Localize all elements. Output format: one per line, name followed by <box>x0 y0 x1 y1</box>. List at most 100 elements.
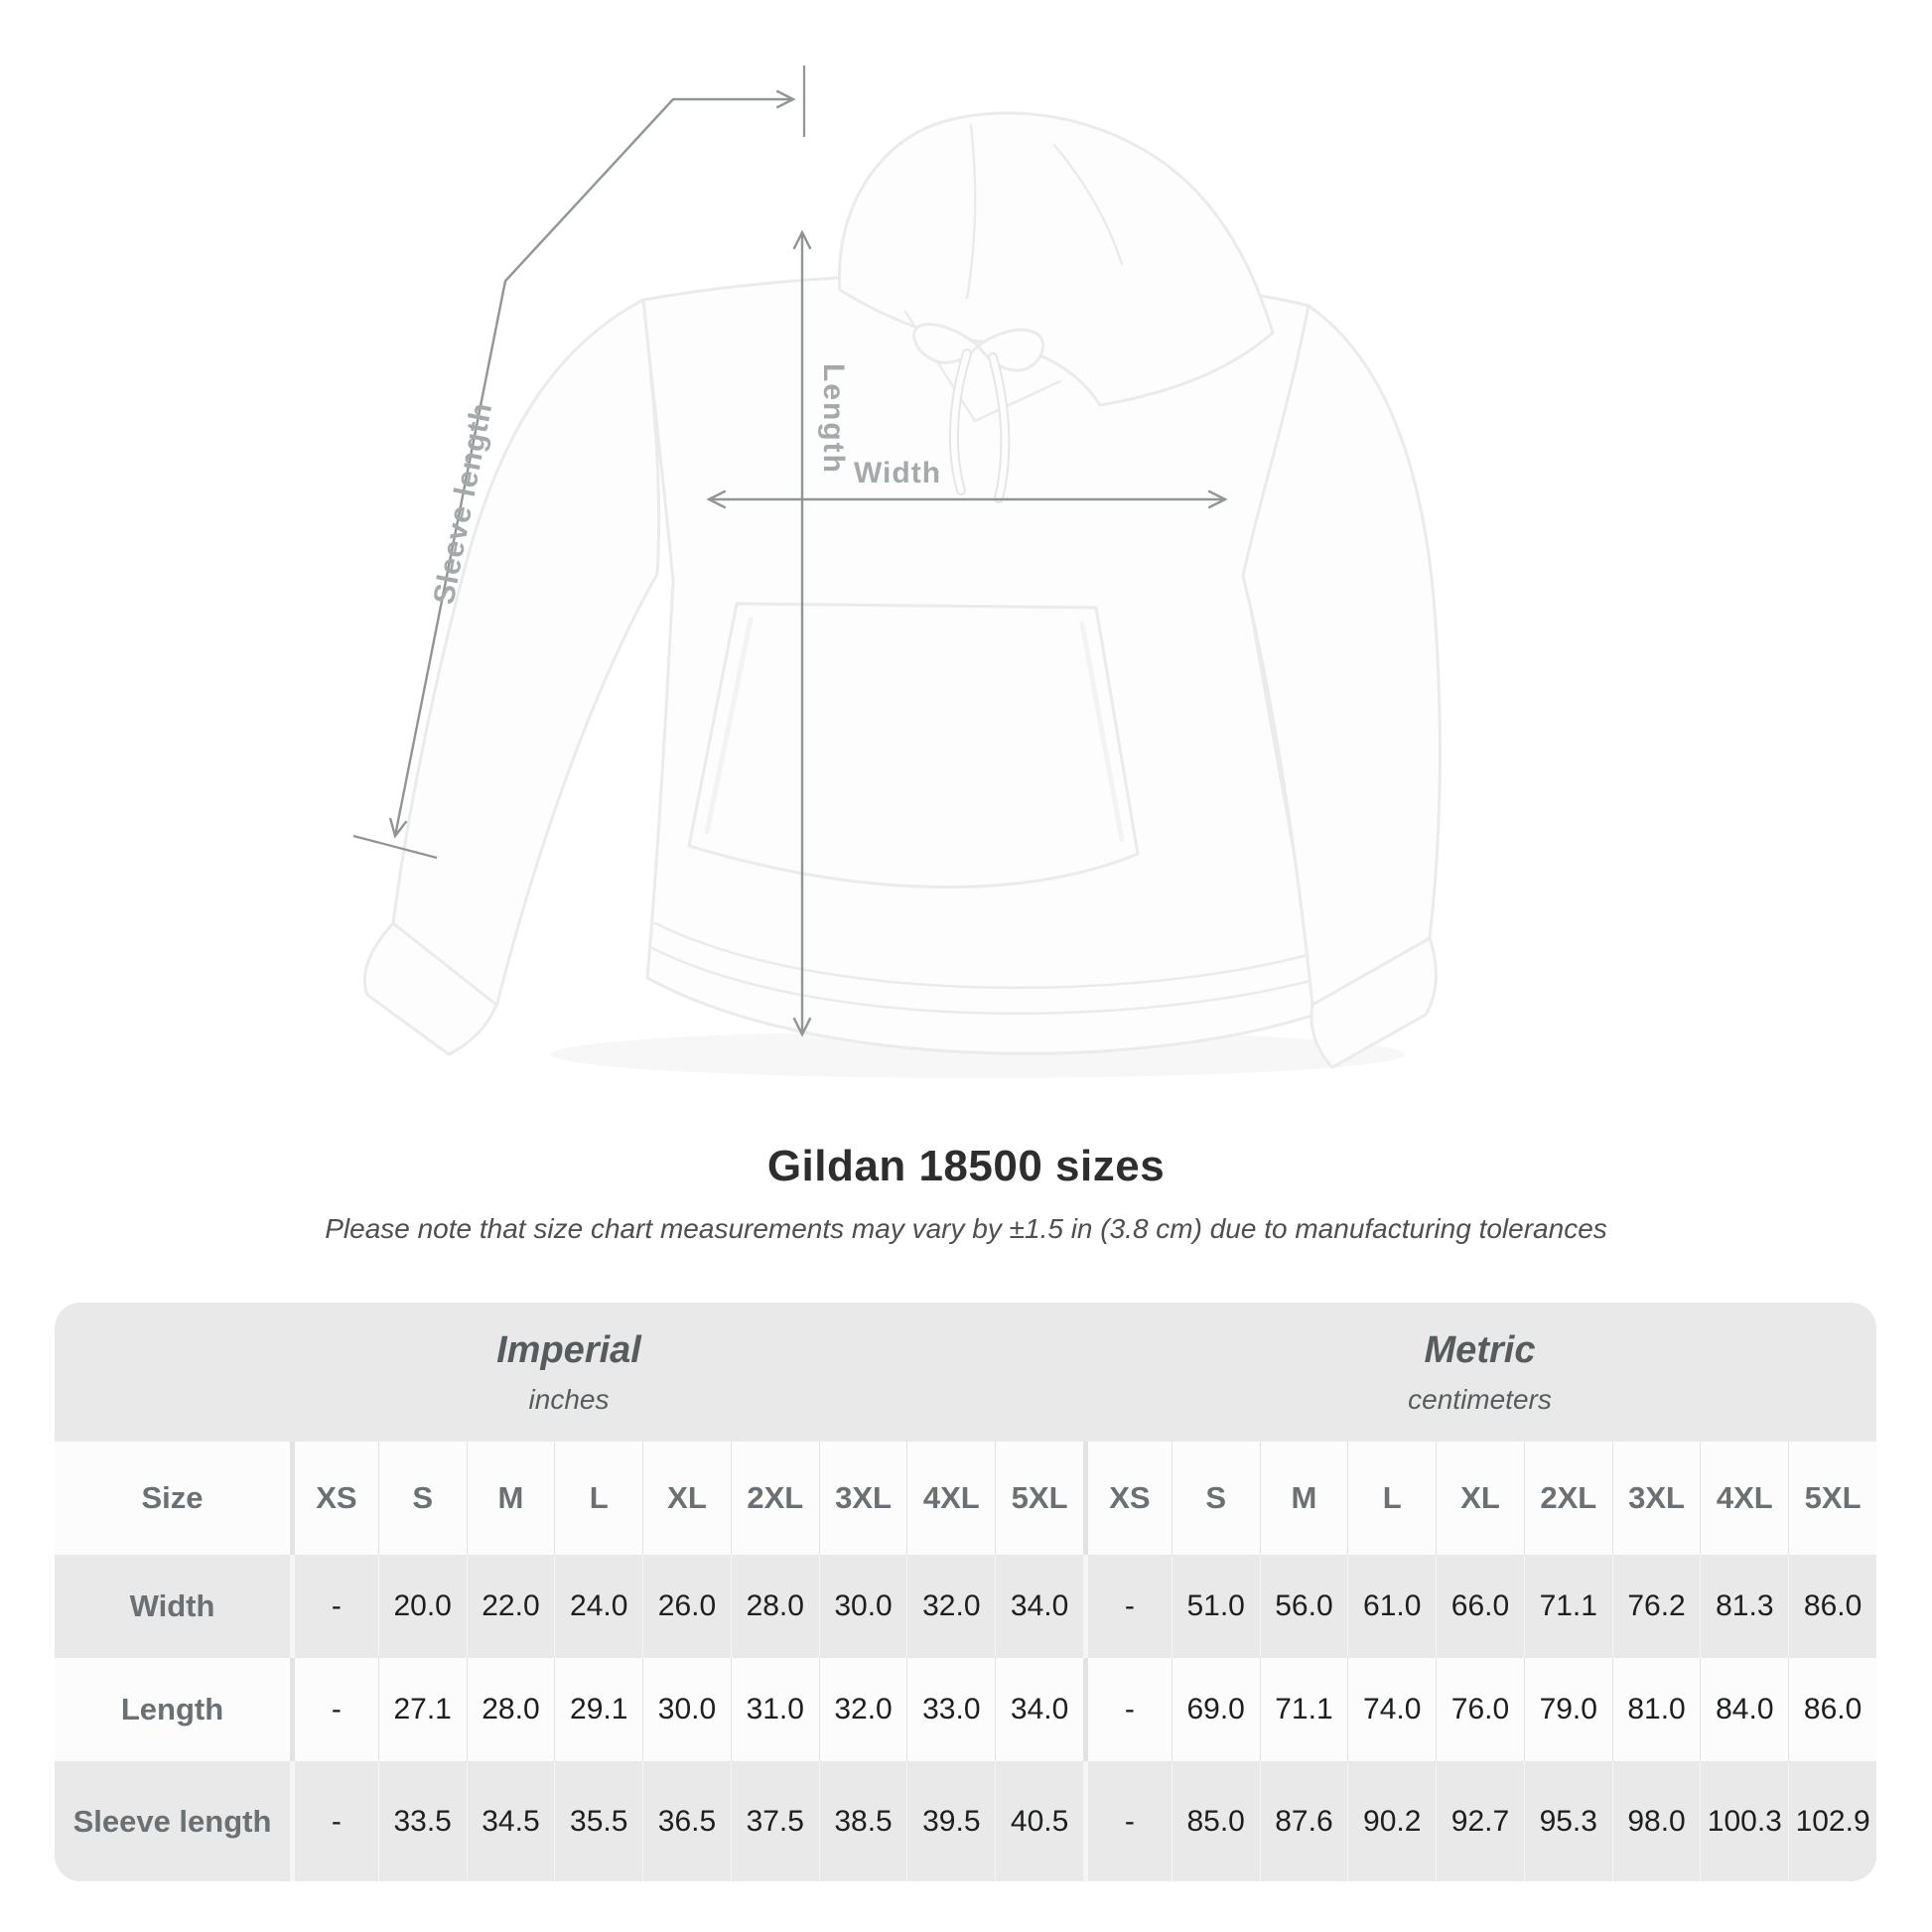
size-column-header: 4XL <box>1700 1442 1788 1555</box>
hoodie-garment <box>362 111 1442 1069</box>
size-column-header: S <box>1171 1442 1260 1555</box>
width-value-cell: 71.1 <box>1523 1555 1612 1658</box>
length-value-cell: 32.0 <box>818 1658 907 1761</box>
width-value-cell: 24.0 <box>554 1555 642 1658</box>
sleeve-value-cell: 39.5 <box>906 1761 995 1881</box>
hoodie-drawstrings <box>912 323 1045 503</box>
sleeve-value-cell: 98.0 <box>1611 1761 1701 1881</box>
imperial-unit: inches <box>528 1383 610 1415</box>
table-row-width: Width -20.0 22.0 24.0 26.0 28.0 30.0 32.0 34.0-… <box>55 1555 1876 1658</box>
sleeve-value-cell: 37.5 <box>730 1761 819 1881</box>
hoodie-illustration <box>352 66 1442 1069</box>
sleeve-value-cell: 90.2 <box>1347 1761 1436 1881</box>
size-column-header: 5XL <box>1788 1442 1876 1555</box>
length-label: Length <box>817 363 850 475</box>
length-row-label: Length <box>120 1692 224 1726</box>
sleeve-row-label: Sleeve length <box>72 1803 272 1839</box>
hoodie-left-sleeve <box>391 298 661 1009</box>
sleeve-value-cell: - <box>1083 1761 1172 1881</box>
sleeve-value-cell: 87.6 <box>1259 1761 1348 1881</box>
size-column-header: M <box>466 1442 555 1555</box>
sleeve-value-cell: 40.5 <box>995 1761 1083 1881</box>
length-value-cell: 84.0 <box>1700 1658 1788 1761</box>
length-value-cell: - <box>290 1658 378 1761</box>
length-value-cell: 27.1 <box>377 1658 467 1761</box>
metric-title: Metric <box>1424 1328 1536 1371</box>
width-value-cell: 56.0 <box>1259 1555 1348 1658</box>
size-table: Imperial inches Metric centimeters Size … <box>55 1303 1876 1881</box>
width-value-cell: - <box>1083 1555 1172 1658</box>
sleeve-length-arrow <box>388 89 796 839</box>
size-column-header: XL <box>642 1442 731 1555</box>
width-row-label: Width <box>129 1588 215 1623</box>
width-value-cell: 81.3 <box>1700 1555 1788 1658</box>
sleeve-value-cell: 95.3 <box>1523 1761 1612 1881</box>
sleeve-end-tick <box>352 834 438 860</box>
length-value-cell: 81.0 <box>1611 1658 1701 1761</box>
sleeve-value-cell: 34.5 <box>466 1761 555 1881</box>
sleeve-value-cell: 36.5 <box>642 1761 731 1881</box>
size-column-header: 3XL <box>1611 1442 1701 1555</box>
table-row-sleeve-length: Sleeve length -33.5 34.5 35.5 36.5 37.5 38.5 3… <box>55 1761 1876 1881</box>
width-value-cell: 26.0 <box>642 1555 731 1658</box>
size-column-header: 4XL <box>906 1442 995 1555</box>
length-value-cell: 29.1 <box>554 1658 642 1761</box>
length-value-cell: 33.0 <box>906 1658 995 1761</box>
length-value-cell: 28.0 <box>466 1658 555 1761</box>
size-column-header: M <box>1259 1442 1348 1555</box>
size-column-header: L <box>1347 1442 1436 1555</box>
width-value-cell: 32.0 <box>906 1555 995 1658</box>
length-value-cell: 34.0 <box>995 1658 1083 1761</box>
size-column-header: L <box>554 1442 642 1555</box>
sleeve-value-cell: 102.9 <box>1788 1761 1876 1881</box>
metric-unit: centimeters <box>1408 1383 1552 1415</box>
size-header-row: Size XS S M L XL 2XL 3XL 4XL 5XL XS S M L XL 2XL 3XL 4XL… <box>55 1442 1876 1555</box>
width-value-cell: 76.2 <box>1611 1555 1701 1658</box>
length-value-cell: 76.0 <box>1436 1658 1524 1761</box>
length-value-cell: 30.0 <box>642 1658 731 1761</box>
length-value-cell: 74.0 <box>1347 1658 1436 1761</box>
imperial-title: Imperial <box>496 1328 641 1371</box>
size-column-header: 2XL <box>730 1442 819 1555</box>
width-value-cell: 66.0 <box>1436 1555 1524 1658</box>
length-value-cell: 69.0 <box>1171 1658 1260 1761</box>
width-label: Width <box>854 457 942 489</box>
length-value-cell: 79.0 <box>1523 1658 1612 1761</box>
sleeve-value-cell: 92.7 <box>1436 1761 1524 1881</box>
length-value-cell: 86.0 <box>1788 1658 1876 1761</box>
width-value-cell: 34.0 <box>995 1555 1083 1658</box>
page-title: Gildan 18500 sizes <box>766 1142 1166 1190</box>
sleeve-value-cell: - <box>290 1761 378 1881</box>
metric-header: Metric centimeters <box>1083 1303 1876 1442</box>
hoodie-pocket <box>687 602 1140 889</box>
size-column-header: 5XL <box>995 1442 1083 1555</box>
imperial-header: Imperial inches <box>55 1303 1083 1442</box>
tolerance-note: Please note that size chart measurements… <box>325 1213 1607 1244</box>
width-value-cell: 51.0 <box>1171 1555 1260 1658</box>
size-column-header: XS <box>1083 1442 1172 1555</box>
sleeve-value-cell: 33.5 <box>377 1761 467 1881</box>
measurement-arrows <box>352 66 1228 1037</box>
size-column-header: S <box>377 1442 467 1555</box>
width-value-cell: 22.0 <box>466 1555 555 1658</box>
length-value-cell: 71.1 <box>1259 1658 1348 1761</box>
size-column-header: XS <box>290 1442 378 1555</box>
size-column-header: XL <box>1436 1442 1524 1555</box>
size-corner-label: Size <box>141 1480 204 1515</box>
sleeve-value-cell: 100.3 <box>1700 1761 1788 1881</box>
unit-header-band: Imperial inches Metric centimeters <box>55 1303 1876 1442</box>
hoodie-left-cuff <box>362 921 498 1056</box>
hoodie-right-cuff <box>1310 936 1438 1069</box>
length-value-cell: - <box>1083 1658 1172 1761</box>
width-value-cell: 86.0 <box>1788 1555 1876 1658</box>
size-column-header: 2XL <box>1523 1442 1612 1555</box>
sleeve-value-cell: 38.5 <box>818 1761 907 1881</box>
sleeve-value-cell: 85.0 <box>1171 1761 1260 1881</box>
width-value-cell: 20.0 <box>377 1555 467 1658</box>
width-value-cell: 61.0 <box>1347 1555 1436 1658</box>
size-column-header: 3XL <box>818 1442 907 1555</box>
length-value-cell: 31.0 <box>730 1658 819 1761</box>
table-row-length: Length -27.1 28.0 29.1 30.0 31.0 32.0 33.0 34.0… <box>55 1658 1876 1761</box>
width-value-cell: - <box>290 1555 378 1658</box>
